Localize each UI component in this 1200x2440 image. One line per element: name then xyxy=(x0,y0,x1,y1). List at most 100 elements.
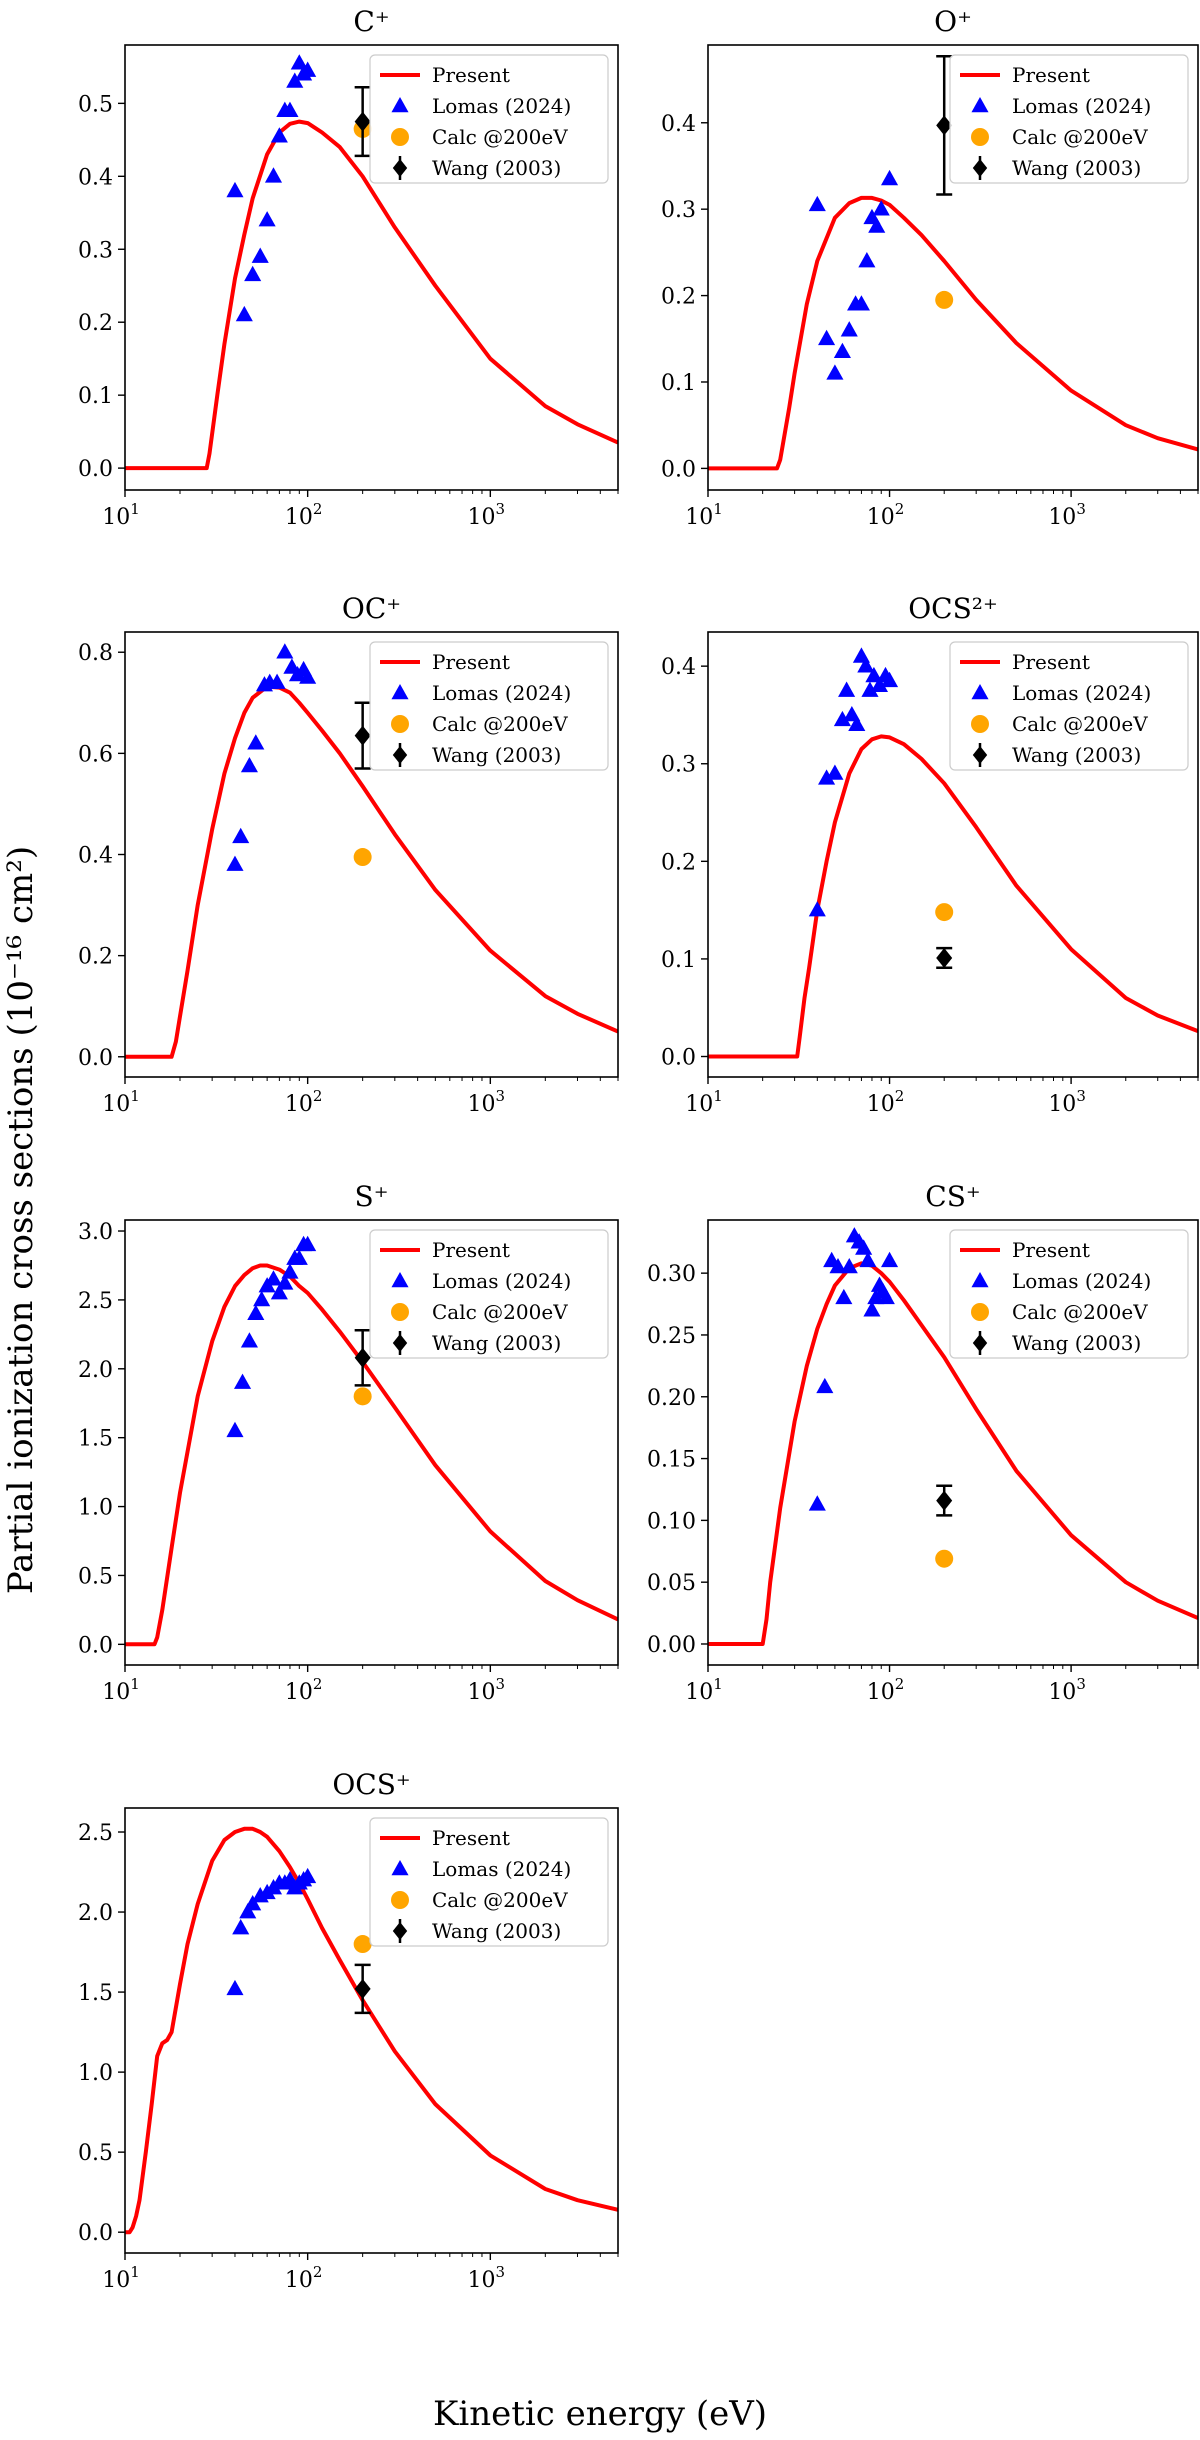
legend-swatch-calc xyxy=(391,1891,409,1909)
legend-label: Present xyxy=(1012,1238,1090,1262)
wang-point xyxy=(936,1490,953,1511)
lomas-point xyxy=(240,757,258,773)
wang-point xyxy=(354,1978,371,1999)
wang-point xyxy=(936,115,953,136)
y-tick-label: 0.00 xyxy=(647,1633,696,1658)
legend-swatch-wang xyxy=(972,159,988,177)
lomas-point xyxy=(299,1235,317,1252)
legend-label: Calc @200eV xyxy=(432,125,568,149)
legend-swatch-lomas xyxy=(391,684,409,700)
lomas-point xyxy=(826,364,844,380)
legend-swatch-calc xyxy=(391,128,409,146)
x-tick-label: 101 xyxy=(102,1087,140,1117)
legend-swatch-wang xyxy=(392,1334,408,1352)
lomas-point xyxy=(264,1270,283,1286)
legend-label: Calc @200eV xyxy=(432,1888,568,1912)
lomas-point xyxy=(270,1284,288,1300)
lomas-point xyxy=(857,657,875,673)
axes-frame xyxy=(707,44,1199,491)
x-tick-label: 103 xyxy=(468,1087,506,1117)
plot-area xyxy=(708,647,1198,1059)
x-tick-label: 103 xyxy=(468,1675,506,1705)
lomas-point xyxy=(286,72,304,88)
y-tick-label: 0.8 xyxy=(78,641,113,666)
x-tick-label: 102 xyxy=(285,1087,323,1117)
lomas-point xyxy=(833,710,851,727)
legend-label: Wang (2003) xyxy=(432,156,561,180)
x-tick-label: 101 xyxy=(685,1675,723,1705)
legend-swatch-lomas xyxy=(971,684,989,700)
y-tick-label: 0.2 xyxy=(78,945,113,970)
present-line xyxy=(125,119,618,471)
x-tick-label: 101 xyxy=(102,500,140,530)
panel-5: S⁺ 0.0 0.5 1.0 1.5 2.0 2.5 3.0 101 102 103 Present L… xyxy=(78,1180,619,1705)
y-tick-label: 0.1 xyxy=(661,371,696,396)
calc-point xyxy=(353,848,372,867)
y-tick-label: 0.3 xyxy=(661,198,696,223)
y-tick-label: 0.1 xyxy=(661,948,696,973)
lomas-point xyxy=(233,1373,252,1389)
x-tick-label: 102 xyxy=(285,1675,323,1705)
legend-label: Present xyxy=(432,1238,510,1262)
lomas-point xyxy=(863,1301,881,1317)
axes-frame xyxy=(707,631,1199,1078)
lomas-point xyxy=(865,666,883,683)
y-tick-label: 2.5 xyxy=(78,1289,113,1314)
y-tick-label: 0.10 xyxy=(647,1509,696,1534)
panel-title: O⁺ xyxy=(934,5,972,38)
lomas-point xyxy=(299,61,317,77)
legend-swatch-calc xyxy=(971,1303,989,1321)
lomas-point xyxy=(870,676,889,692)
legend-label: Lomas (2024) xyxy=(1012,1269,1151,1293)
x-tick-label: 103 xyxy=(468,2263,506,2293)
y-tick-label: 0.6 xyxy=(78,742,113,767)
legend-label: Calc @200eV xyxy=(1012,125,1148,149)
x-tick-label: 102 xyxy=(285,2263,323,2293)
x-tick-label: 102 xyxy=(867,1087,905,1117)
y-axis-label: Partial ionization cross sections (10⁻¹⁶… xyxy=(1,846,41,1594)
legend-swatch-lomas xyxy=(391,97,409,113)
lomas-point xyxy=(276,643,294,659)
panel-title: OCS²⁺ xyxy=(908,592,998,625)
y-tick-label: 0.5 xyxy=(78,1564,113,1589)
lomas-point xyxy=(861,681,879,697)
lomas-point xyxy=(232,827,250,844)
wang-point xyxy=(936,947,953,968)
lomas-point xyxy=(818,329,836,346)
calc-point xyxy=(935,903,954,922)
lomas-point xyxy=(872,200,890,216)
legend-swatch-lomas xyxy=(391,1860,409,1876)
y-tick-label: 0.0 xyxy=(78,2221,113,2246)
lomas-point xyxy=(848,715,866,732)
lomas-point xyxy=(808,1495,826,1511)
legend-swatch-calc xyxy=(391,1303,409,1321)
lomas-point xyxy=(858,252,876,268)
x-tick-label: 102 xyxy=(867,500,905,530)
legend-label: Wang (2003) xyxy=(1012,743,1141,767)
wang-point xyxy=(354,725,371,746)
y-tick-label: 2.5 xyxy=(78,1821,113,1846)
legend-swatch-wang xyxy=(972,746,988,764)
legend-frame xyxy=(949,54,1189,184)
legend-label: Lomas (2024) xyxy=(1012,94,1151,118)
lomas-point xyxy=(818,769,836,785)
lomas-point xyxy=(299,1867,317,1884)
panel-title: CS⁺ xyxy=(925,1180,980,1213)
x-tick-label: 103 xyxy=(468,500,506,530)
legend-label: Lomas (2024) xyxy=(432,681,571,705)
lomas-point xyxy=(877,1288,895,1305)
legend: Present Lomas (2024) Calc @200eV Wang (2003… xyxy=(949,1229,1189,1359)
lomas-point xyxy=(232,1919,250,1935)
y-tick-label: 0.5 xyxy=(78,2141,113,2166)
lomas-point xyxy=(264,167,283,183)
legend-label: Present xyxy=(1012,650,1090,674)
panel-title: S⁺ xyxy=(355,1180,389,1213)
lomas-point xyxy=(881,671,899,688)
x-tick-label: 102 xyxy=(285,500,323,530)
legend-label: Present xyxy=(432,650,510,674)
legend-swatch-wang xyxy=(392,746,408,764)
lomas-point xyxy=(826,764,844,780)
lomas-point xyxy=(855,1239,873,1255)
legend: Present Lomas (2024) Calc @200eV Wang (2003… xyxy=(949,641,1189,771)
y-tick-label: 1.0 xyxy=(78,1496,113,1521)
